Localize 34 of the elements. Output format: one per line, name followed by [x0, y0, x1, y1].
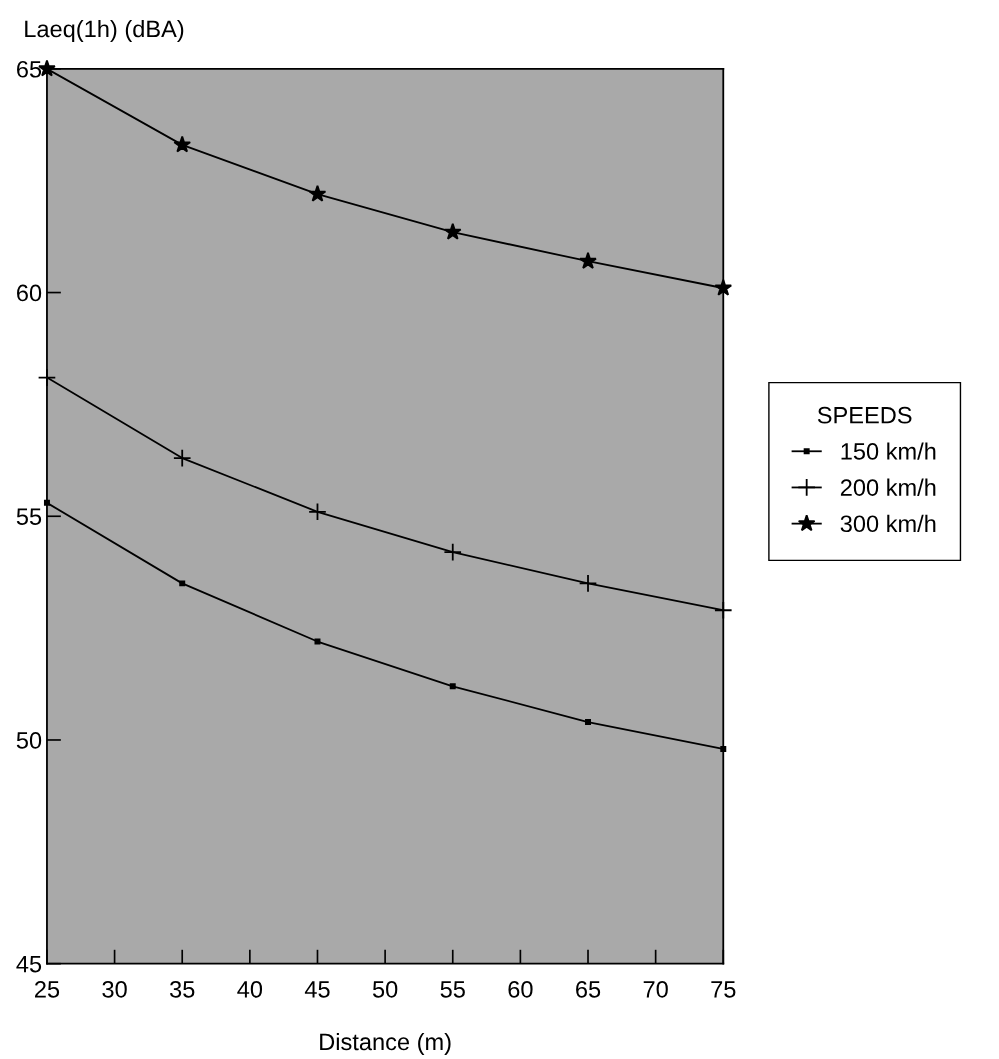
y-tick-label: 45	[16, 956, 42, 973]
x-axis-title: Distance (m)	[320, 1032, 451, 1055]
legend-label: 150 km/h	[841, 442, 936, 460]
y-tick-label: 55	[16, 508, 42, 526]
point	[308, 184, 327, 202]
legend-label: 200 km/h	[840, 478, 936, 496]
x-tick-label: 45	[304, 981, 330, 998]
point	[314, 638, 321, 645]
point	[578, 574, 598, 593]
point	[172, 448, 192, 468]
point	[308, 502, 327, 522]
point	[179, 580, 186, 587]
x-tick-label: 50	[372, 980, 398, 998]
x-tick-label: 30	[102, 980, 127, 998]
point	[449, 683, 456, 690]
point	[579, 251, 597, 269]
y-tick-label: 60	[17, 284, 42, 302]
x-tick-label: 40	[237, 980, 263, 998]
point	[585, 719, 591, 726]
x-tick-label: 65	[576, 980, 601, 998]
legend-label: 300 km/h	[840, 514, 936, 533]
x-tick-label: 25	[35, 980, 60, 998]
x-tick-label: 35	[169, 980, 195, 998]
y-tick-label: 65	[17, 60, 42, 78]
x-tick-label: 70	[643, 980, 668, 998]
point	[443, 222, 462, 240]
point	[443, 542, 462, 562]
legend-title: SPEEDS	[817, 406, 912, 424]
point	[173, 135, 192, 153]
x-tick-label: 55	[440, 981, 465, 998]
x-tick-label: 60	[508, 980, 533, 998]
x-tick-label: 75	[711, 981, 736, 998]
y-axis-title: Laeq(1h) (dBA)	[25, 19, 184, 42]
y-tick-label: 50	[16, 732, 42, 749]
